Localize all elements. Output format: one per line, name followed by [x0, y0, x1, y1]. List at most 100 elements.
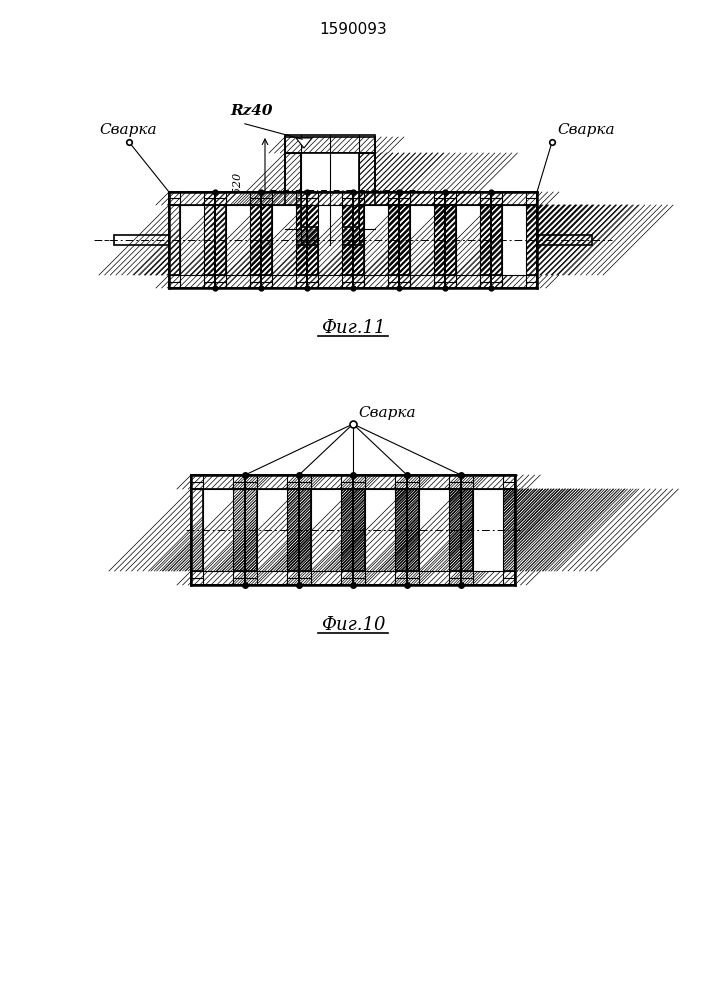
Polygon shape	[296, 138, 312, 148]
Bar	[526, 205, 537, 275]
Bar	[461, 475, 515, 489]
Bar	[503, 489, 515, 571]
Bar	[456, 205, 480, 275]
Bar	[203, 489, 233, 571]
Bar	[191, 571, 245, 585]
Bar	[410, 205, 434, 275]
Bar	[215, 275, 261, 288]
Bar	[261, 192, 307, 205]
Bar	[318, 205, 342, 275]
Text: Rz40: Rz40	[230, 104, 272, 118]
Bar	[257, 489, 287, 571]
Bar	[169, 192, 215, 205]
Bar	[296, 205, 307, 275]
Bar	[491, 205, 502, 275]
Bar	[365, 489, 395, 571]
Bar	[445, 192, 491, 205]
Bar	[445, 192, 491, 288]
Bar	[226, 205, 250, 275]
Bar	[169, 205, 180, 275]
Bar	[215, 192, 261, 288]
Bar	[342, 205, 353, 275]
Bar	[285, 137, 375, 153]
Bar	[353, 475, 407, 489]
Bar	[272, 205, 296, 275]
Bar	[445, 205, 456, 275]
Bar	[399, 205, 410, 275]
Bar	[307, 205, 318, 275]
Bar	[399, 192, 445, 288]
Bar	[191, 475, 245, 489]
Bar	[287, 489, 299, 571]
Bar	[353, 275, 399, 288]
Bar	[245, 571, 299, 585]
Bar	[434, 205, 445, 275]
Text: Сварка: Сварка	[557, 123, 614, 137]
Text: Сварка: Сварка	[99, 123, 157, 137]
Bar	[215, 192, 261, 205]
Bar	[407, 489, 419, 571]
Bar	[388, 205, 399, 275]
Bar	[341, 489, 353, 571]
Bar	[449, 489, 461, 571]
Bar	[307, 275, 353, 288]
Bar	[245, 489, 257, 571]
Bar	[311, 489, 341, 571]
Bar	[407, 475, 461, 585]
Bar	[261, 275, 307, 288]
Bar	[307, 192, 353, 288]
Text: φ1520: φ1520	[232, 172, 242, 208]
Bar	[301, 153, 359, 227]
Bar	[353, 192, 399, 205]
Bar	[461, 489, 473, 571]
Bar	[491, 192, 537, 205]
Bar	[245, 475, 299, 585]
Bar	[204, 205, 215, 275]
Bar	[461, 571, 515, 585]
Bar	[399, 192, 445, 205]
Bar	[299, 475, 353, 489]
Text: Фиг.10: Фиг.10	[321, 616, 385, 634]
Text: Сварка: Сварка	[358, 406, 416, 420]
Bar	[191, 489, 203, 571]
Bar	[480, 205, 491, 275]
Bar	[419, 489, 449, 571]
Bar	[299, 489, 311, 571]
Bar	[445, 275, 491, 288]
Bar	[364, 205, 388, 275]
Text: 1590093: 1590093	[319, 22, 387, 37]
Bar	[395, 489, 407, 571]
Bar	[491, 192, 537, 288]
Bar	[353, 489, 365, 571]
Bar	[407, 571, 461, 585]
Bar	[180, 205, 204, 275]
Bar	[250, 205, 261, 275]
Bar	[285, 229, 375, 245]
Bar	[299, 475, 353, 585]
Bar	[261, 192, 307, 288]
Bar	[532, 235, 592, 245]
Bar	[114, 235, 174, 245]
Bar	[299, 571, 353, 585]
Bar	[307, 192, 353, 205]
Bar	[285, 135, 375, 245]
Bar	[261, 205, 272, 275]
Bar	[233, 489, 245, 571]
Text: Фиг.9: Фиг.9	[303, 271, 356, 289]
Bar	[502, 205, 526, 275]
Bar	[245, 475, 299, 489]
Bar	[353, 571, 407, 585]
Bar	[407, 475, 461, 489]
Bar	[491, 275, 537, 288]
Bar	[353, 475, 407, 585]
Text: Фиг.11: Фиг.11	[321, 319, 385, 337]
Bar	[461, 475, 515, 585]
Bar	[473, 489, 503, 571]
Bar	[169, 192, 215, 288]
Bar	[215, 205, 226, 275]
Bar	[353, 205, 364, 275]
Bar	[169, 275, 215, 288]
Bar	[353, 192, 399, 288]
Bar	[285, 153, 301, 227]
Bar	[359, 153, 375, 227]
